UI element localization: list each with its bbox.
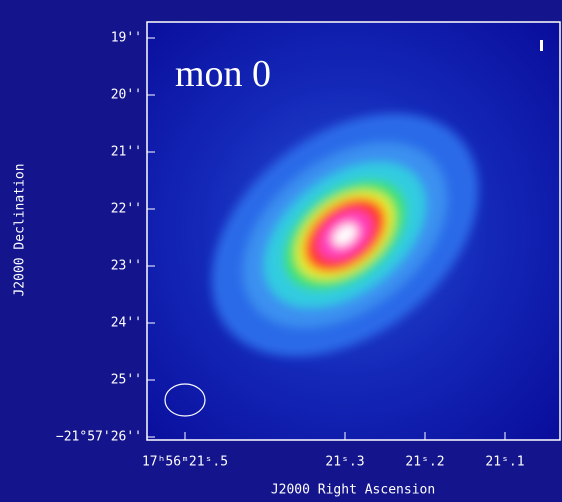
x-axis-label: J2000 Right Ascension [271, 483, 435, 498]
title: mon 0 [175, 53, 271, 95]
beam [164, 383, 206, 417]
y-tick-label: 20'' [111, 88, 142, 103]
y-tick-label: −21°57'26'' [56, 430, 142, 445]
marker [540, 40, 543, 51]
x-tick-label: 21ˢ.1 [485, 455, 524, 470]
image [147, 22, 560, 440]
frame [146, 21, 561, 441]
y-tick-label: 23'' [111, 259, 142, 274]
y-axis-label: J2000 Declination [13, 163, 28, 296]
y-tick-label: 22'' [111, 202, 142, 217]
tick-marks [147, 37, 506, 440]
y-tick-label: 25'' [111, 373, 142, 388]
y-tick-labels: 19'' 20'' 21'' 22'' 23'' 24'' 25'' −21°5… [56, 31, 142, 445]
x-tick-label: 17ʰ56ᵐ21ˢ.5 [142, 455, 228, 470]
x-tick-label: 21ˢ.3 [325, 455, 364, 470]
y-tick-label: 21'' [111, 145, 142, 160]
y-tick-label: 24'' [111, 316, 142, 331]
y-tick-label: 19'' [111, 31, 142, 46]
x-tick-labels: 17ʰ56ᵐ21ˢ.5 21ˢ.3 21ˢ.2 21ˢ.1 [142, 455, 525, 470]
x-tick-label: 21ˢ.2 [405, 455, 444, 470]
